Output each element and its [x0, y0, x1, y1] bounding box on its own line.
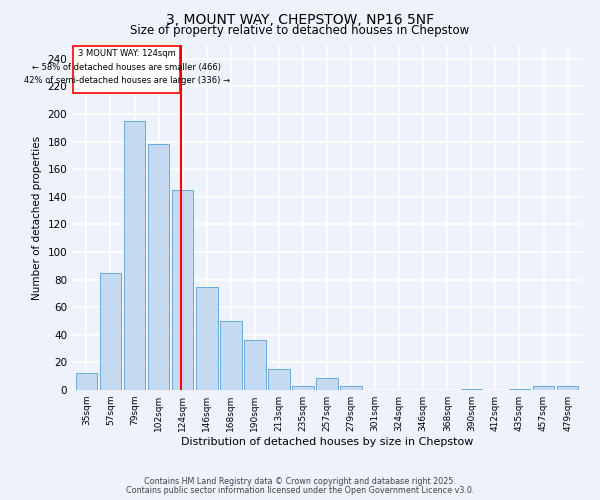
Bar [76, 374, 97, 390]
Text: 3, MOUNT WAY, CHEPSTOW, NP16 5NF: 3, MOUNT WAY, CHEPSTOW, NP16 5NF [166, 12, 434, 26]
Text: 3 MOUNT WAY: 124sqm: 3 MOUNT WAY: 124sqm [78, 50, 176, 58]
Bar [340, 386, 362, 390]
Text: 42% of semi-detached houses are larger (336) →: 42% of semi-detached houses are larger (… [24, 76, 230, 86]
Bar [268, 370, 290, 390]
Bar [172, 190, 193, 390]
Bar [292, 386, 314, 390]
Bar [533, 386, 554, 390]
Text: Contains HM Land Registry data © Crown copyright and database right 2025.: Contains HM Land Registry data © Crown c… [144, 477, 456, 486]
Text: Size of property relative to detached houses in Chepstow: Size of property relative to detached ho… [130, 24, 470, 37]
Bar [124, 121, 145, 390]
Bar [509, 388, 530, 390]
Bar [196, 286, 218, 390]
Bar [316, 378, 338, 390]
Bar [557, 386, 578, 390]
Bar [461, 388, 482, 390]
X-axis label: Distribution of detached houses by size in Chepstow: Distribution of detached houses by size … [181, 437, 473, 447]
Bar [220, 321, 242, 390]
Text: ← 58% of detached houses are smaller (466): ← 58% of detached houses are smaller (46… [32, 62, 221, 72]
FancyBboxPatch shape [73, 46, 180, 94]
Bar [244, 340, 266, 390]
Bar [100, 272, 121, 390]
Y-axis label: Number of detached properties: Number of detached properties [32, 136, 42, 300]
Text: Contains public sector information licensed under the Open Government Licence v3: Contains public sector information licen… [126, 486, 474, 495]
Bar [148, 144, 169, 390]
